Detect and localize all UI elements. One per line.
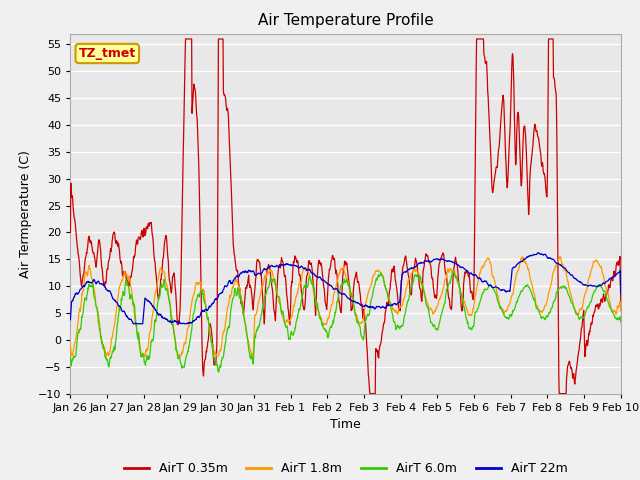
Y-axis label: Air Termperature (C): Air Termperature (C) — [19, 150, 33, 277]
X-axis label: Time: Time — [330, 418, 361, 431]
Title: Air Temperature Profile: Air Temperature Profile — [258, 13, 433, 28]
Legend: AirT 0.35m, AirT 1.8m, AirT 6.0m, AirT 22m: AirT 0.35m, AirT 1.8m, AirT 6.0m, AirT 2… — [119, 457, 572, 480]
Text: TZ_tmet: TZ_tmet — [79, 47, 136, 60]
